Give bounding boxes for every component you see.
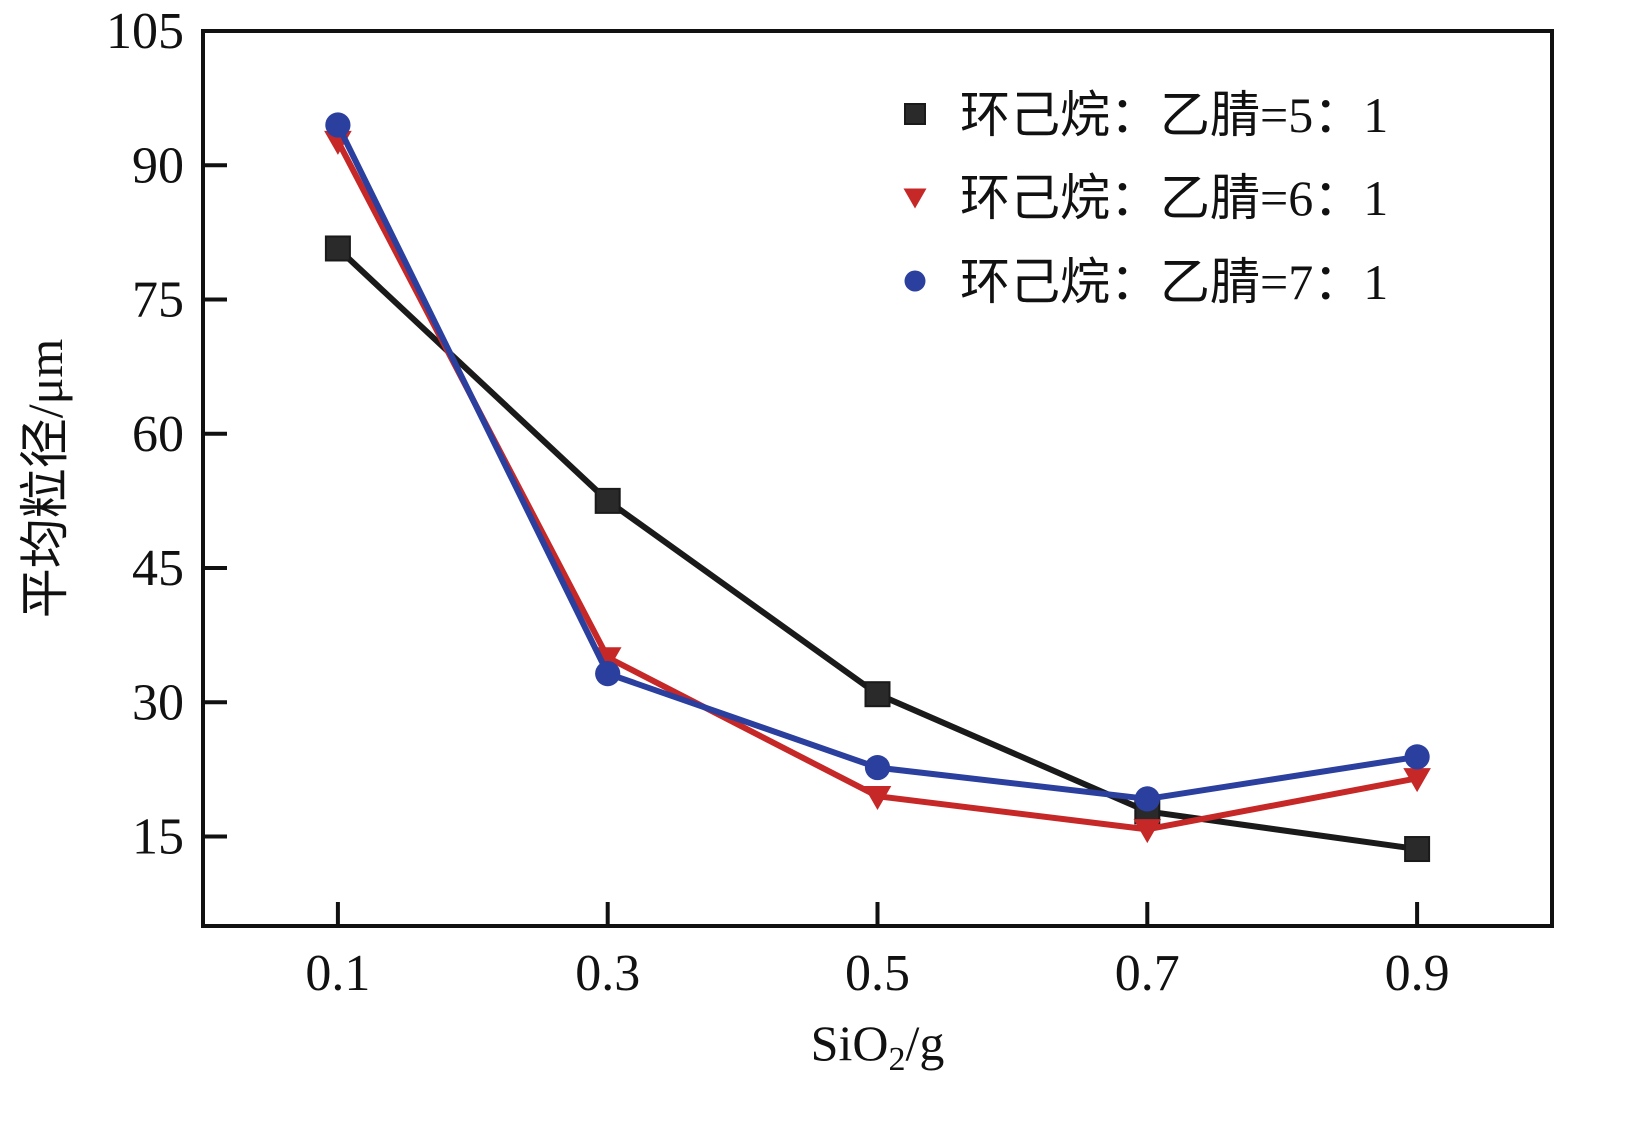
legend-item: 环己烷：乙腈=7：1 [904,254,1388,310]
series-line-segment [1146,808,1418,853]
data-point [594,487,621,514]
data-point [863,786,892,811]
legend: 环己烷：乙腈=5：1 环己烷：乙腈=6：1 环己烷：乙腈=7：1 [903,87,1388,310]
series-line-segment [605,498,880,697]
data-point [324,235,351,262]
data-point [325,112,351,138]
series-layer [324,112,1431,863]
legend-item: 环己烷：乙腈=6：1 [903,170,1388,226]
legend-marker-circle [904,270,926,292]
x-tick-label: 0.1 [305,945,370,1002]
legend-item: 环己烷：乙腈=5：1 [904,87,1388,143]
series-line-segment [1146,775,1418,833]
y-tick-label: 45 [132,540,184,597]
data-point [595,661,621,687]
series-1 [324,235,1431,863]
y-axis: 15 30 45 60 75 90 105 [106,3,227,866]
y-tick-label: 90 [132,137,184,194]
x-axis-title: SiO2/g [811,1015,945,1078]
legend-label: 环己烷：乙腈=6：1 [960,170,1388,226]
series-2 [324,130,1431,844]
x-tick-label: 0.7 [1115,945,1180,1002]
x-axis: 0.1 0.3 0.5 0.7 0.9 [305,902,1450,1002]
data-point [1404,836,1431,863]
series-3 [325,112,1430,812]
data-point [864,754,891,781]
y-tick-label: 15 [132,809,184,866]
legend-label: 环己烷：乙腈=5：1 [960,87,1388,143]
series-line-segment [335,246,610,504]
y-tick-label: 75 [132,272,184,329]
series-line-segment [606,670,879,771]
series-line-segment [877,793,1148,833]
x-tick-label: 0.9 [1385,945,1450,1002]
data-point [1404,744,1430,770]
y-axis-title: 平均粒径/μm [17,339,73,619]
series-line-segment [877,764,1148,802]
data-point [864,681,891,708]
data-point [1134,786,1160,812]
legend-label: 环己烷：乙腈=7：1 [960,254,1388,310]
series-line-segment [335,123,611,675]
legend-marker-square [904,103,926,125]
y-tick-label: 30 [132,674,184,731]
y-tick-label: 60 [132,406,184,463]
data-point [1133,819,1162,844]
series-line-segment [606,654,879,799]
legend-marker-triangle-down [903,188,927,209]
data-point [1403,768,1431,793]
series-line-segment [1146,753,1418,802]
x-tick-label: 0.5 [845,945,910,1002]
x-tick-label: 0.3 [575,945,640,1002]
y-tick-label: 105 [106,3,184,60]
